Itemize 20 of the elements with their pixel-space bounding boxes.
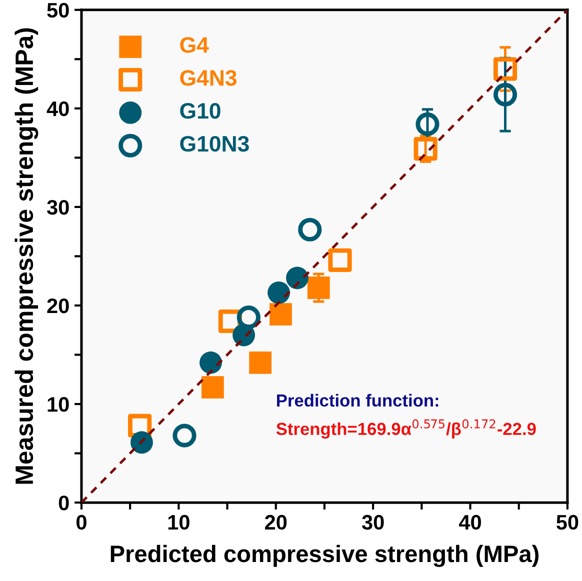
- y-tick-label: 40: [46, 101, 69, 116]
- y-tick-label: 50: [47, 2, 69, 18]
- y-tick-label: 30: [46, 200, 69, 215]
- x-tick-label: 0: [76, 514, 86, 530]
- x-tick-label: 20: [265, 514, 287, 530]
- y-tick-label: 10: [48, 397, 69, 412]
- x-axis-title: Predicted compressive strength (MPa): [110, 544, 538, 568]
- legend-label: G4N3: [180, 70, 237, 86]
- annotation: Strength=169.9α$^{0.575}$/β$^{0.172}$-22.9: [276, 419, 536, 439]
- y-tick-label: 0: [58, 496, 69, 510]
- y-axis-title: Measured compressive strength (MPa): [14, 28, 38, 484]
- legend-label: G10N3: [180, 136, 249, 152]
- x-tick-label: 10: [168, 514, 190, 530]
- x-tick-label: 50: [556, 514, 578, 530]
- x-tick-label: 30: [362, 514, 384, 530]
- legend-label: G10: [180, 103, 220, 119]
- annotation: Prediction function:: [277, 394, 438, 407]
- x-tick-label: 40: [458, 514, 481, 530]
- y-tick-label: 20: [47, 298, 69, 314]
- legend-label: G4: [180, 37, 209, 53]
